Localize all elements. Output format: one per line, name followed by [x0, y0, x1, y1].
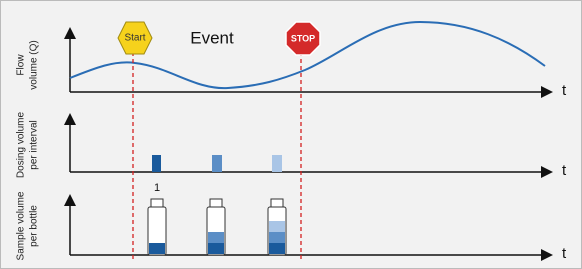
bottle — [207, 199, 225, 255]
start-label: Start — [124, 33, 145, 44]
event-label: Event — [190, 28, 234, 47]
y-label: Dosing volume — [16, 111, 27, 178]
y-label: volume (Q) — [29, 40, 40, 89]
bottle — [148, 199, 166, 255]
dosing-bar — [152, 155, 161, 172]
bottle — [268, 199, 286, 255]
y-label: per interval — [29, 120, 40, 169]
dosing-bar — [272, 155, 282, 172]
diagram: Flow volume (Q) Dosing volume per interv… — [0, 0, 582, 269]
y-label: per bottle — [29, 205, 40, 247]
stop-label: STOP — [291, 33, 315, 43]
dosing-bar — [212, 155, 222, 172]
y-label: Flow — [16, 54, 27, 76]
bottle-label: 1 — [154, 182, 160, 194]
y-label: Sample volume — [16, 191, 27, 260]
